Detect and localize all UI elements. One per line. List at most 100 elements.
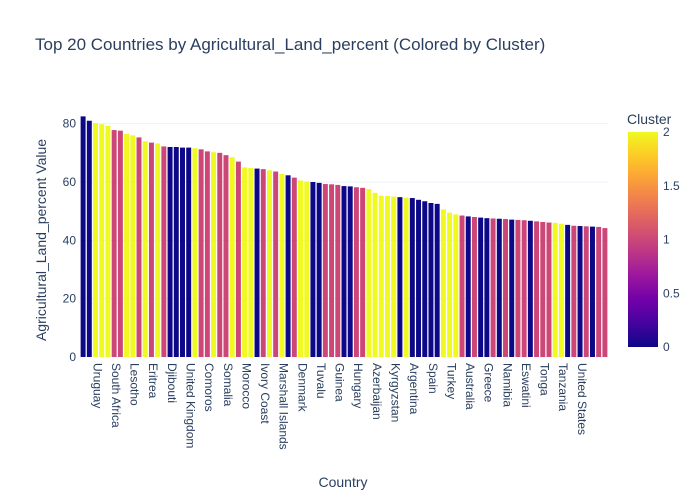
bar[interactable] bbox=[440, 209, 446, 357]
bar[interactable] bbox=[173, 147, 179, 357]
bar[interactable] bbox=[310, 182, 316, 357]
bar[interactable] bbox=[416, 199, 422, 357]
bar[interactable] bbox=[279, 173, 285, 357]
bar[interactable] bbox=[341, 186, 347, 357]
bar[interactable] bbox=[266, 170, 272, 357]
bar[interactable] bbox=[353, 187, 359, 357]
bar[interactable] bbox=[378, 195, 384, 357]
bar[interactable] bbox=[223, 155, 229, 357]
bar[interactable] bbox=[397, 197, 403, 357]
x-tick-label: Australia bbox=[463, 363, 477, 410]
bar[interactable] bbox=[155, 143, 161, 358]
bar[interactable] bbox=[565, 224, 571, 357]
bar[interactable] bbox=[372, 192, 378, 357]
bar[interactable] bbox=[546, 222, 552, 357]
bar[interactable] bbox=[453, 214, 459, 357]
bar[interactable] bbox=[217, 152, 223, 357]
bar[interactable] bbox=[117, 130, 123, 357]
bar[interactable] bbox=[111, 130, 117, 357]
colorbar-tick-label: 0.5 bbox=[663, 286, 680, 300]
bar[interactable] bbox=[465, 216, 471, 357]
bar[interactable] bbox=[602, 228, 608, 357]
bar[interactable] bbox=[360, 187, 366, 357]
bar[interactable] bbox=[496, 218, 502, 357]
bar[interactable] bbox=[434, 203, 440, 357]
bar[interactable] bbox=[248, 168, 254, 357]
bar[interactable] bbox=[291, 177, 297, 357]
bar[interactable] bbox=[285, 175, 291, 357]
bar[interactable] bbox=[471, 217, 477, 357]
bar[interactable] bbox=[366, 189, 372, 357]
x-tick-label: United Kingdom bbox=[183, 363, 197, 448]
bar[interactable] bbox=[161, 146, 167, 357]
bar[interactable] bbox=[484, 218, 490, 357]
colorbar-title: Cluster bbox=[627, 111, 672, 127]
bar[interactable] bbox=[428, 203, 434, 357]
bar[interactable] bbox=[583, 226, 589, 357]
bar[interactable] bbox=[422, 201, 428, 357]
bar[interactable] bbox=[459, 215, 465, 357]
bar[interactable] bbox=[211, 152, 217, 357]
y-tick-label: 60 bbox=[63, 175, 77, 189]
bar[interactable] bbox=[273, 171, 279, 358]
bar[interactable] bbox=[527, 220, 533, 357]
bar[interactable] bbox=[186, 147, 192, 357]
bar[interactable] bbox=[99, 124, 105, 357]
bar[interactable] bbox=[322, 184, 328, 357]
x-tick-label: Ivory Coast bbox=[258, 363, 272, 424]
bar[interactable] bbox=[242, 167, 248, 357]
bar[interactable] bbox=[80, 116, 86, 357]
bar[interactable] bbox=[86, 120, 92, 357]
colorbar-ticks: 0 0.5 1 1.5 2 bbox=[663, 125, 680, 354]
bar[interactable] bbox=[105, 125, 111, 357]
bar[interactable] bbox=[204, 151, 210, 357]
bar[interactable] bbox=[490, 218, 496, 357]
x-tick-label: Uruguay bbox=[90, 363, 104, 408]
bar[interactable] bbox=[136, 137, 142, 357]
bar[interactable] bbox=[447, 212, 453, 357]
bar[interactable] bbox=[260, 169, 266, 357]
bar[interactable] bbox=[229, 157, 235, 357]
bar[interactable] bbox=[571, 225, 577, 357]
bar[interactable] bbox=[534, 221, 540, 357]
bar[interactable] bbox=[316, 182, 322, 357]
colorbar-tick-label: 1 bbox=[663, 233, 670, 247]
bar[interactable] bbox=[577, 226, 583, 357]
bar[interactable] bbox=[509, 219, 515, 357]
bar[interactable] bbox=[521, 220, 527, 357]
bar[interactable] bbox=[403, 197, 409, 357]
bar[interactable] bbox=[589, 226, 595, 357]
bar[interactable] bbox=[503, 219, 508, 357]
bar[interactable] bbox=[192, 148, 198, 357]
bar[interactable] bbox=[167, 147, 173, 357]
bar[interactable] bbox=[329, 184, 335, 357]
bar[interactable] bbox=[540, 221, 546, 357]
bar[interactable] bbox=[142, 141, 148, 357]
x-tick-label: Namibia bbox=[500, 363, 514, 407]
bar[interactable] bbox=[515, 219, 521, 357]
bar[interactable] bbox=[254, 168, 260, 357]
bar[interactable] bbox=[391, 196, 397, 357]
bar[interactable] bbox=[235, 161, 241, 357]
bar[interactable] bbox=[93, 123, 99, 357]
bar[interactable] bbox=[478, 217, 484, 357]
bar[interactable] bbox=[180, 147, 185, 357]
colorbar-tick-label: 1.5 bbox=[663, 179, 680, 193]
x-tick-label: Argentina bbox=[407, 363, 421, 415]
bar[interactable] bbox=[552, 222, 558, 357]
bar[interactable] bbox=[596, 226, 602, 357]
bar[interactable] bbox=[347, 186, 353, 357]
bar[interactable] bbox=[298, 180, 304, 357]
bar[interactable] bbox=[148, 142, 154, 357]
bar[interactable] bbox=[384, 196, 390, 357]
bar[interactable] bbox=[409, 198, 415, 357]
x-axis-title: Country bbox=[318, 474, 367, 490]
bar[interactable] bbox=[198, 149, 204, 357]
colorbar-tick-label: 2 bbox=[663, 125, 670, 139]
bar[interactable] bbox=[124, 133, 130, 357]
bar[interactable] bbox=[335, 184, 341, 357]
bar[interactable] bbox=[130, 135, 136, 357]
bar[interactable] bbox=[558, 223, 564, 357]
bar[interactable] bbox=[304, 181, 310, 357]
